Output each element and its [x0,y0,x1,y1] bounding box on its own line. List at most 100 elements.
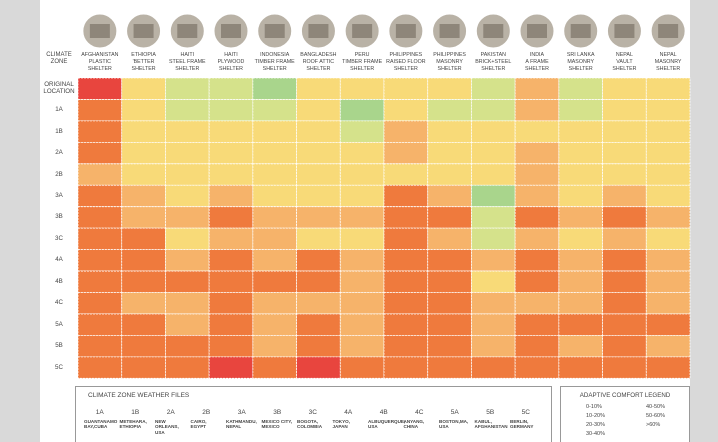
weather-city: GUANTANAMO BAY,CUBA [84,419,116,430]
heat-cell [165,357,209,378]
column-label: SHELTER [428,66,472,72]
column-label: ETHIOPIA [122,52,166,58]
weather-city: BOGOTA, COLOMBIA [297,419,329,430]
legend-label: 10-20% [586,413,626,419]
column-label: PAKISTAN [471,52,515,58]
heat-cell [297,207,341,228]
column-label: BANGLADESH [297,52,341,58]
heat-cell [428,78,472,99]
heat-cell [603,99,647,120]
weather-zone: 3C [297,409,329,416]
heat-cell [253,314,297,335]
heat-cell [384,250,428,271]
heat-cell [428,314,472,335]
heat-cell [515,250,559,271]
heat-cell [559,99,603,120]
heat-cell [646,250,690,271]
column-label: TIMBER FRAME [253,59,297,65]
heat-cell [471,271,515,292]
weather-zone: 1A [84,409,116,416]
heat-cell [515,78,559,99]
heat-cell [78,142,122,163]
heat-cell [428,271,472,292]
heat-cell [122,142,166,163]
heat-cell [515,121,559,142]
heat-cell [122,335,166,356]
heat-cell [603,228,647,249]
heat-cell [122,121,166,142]
row-label: 1B [40,128,78,135]
heat-cell [384,164,428,185]
heat-cell [297,185,341,206]
column-label: INDIA [515,52,559,58]
column-label: SHELTER [603,66,647,72]
weather-city: ALBUQUERQUE, USA [368,419,400,430]
column-label: RAISED FLOOR [384,59,428,65]
heat-cell [471,250,515,271]
column-label: MASONRY [646,59,690,65]
shelter-roof [571,24,591,38]
heat-cell [384,271,428,292]
heat-cell [78,207,122,228]
row-label: 2A [40,149,78,156]
heat-cell [384,78,428,99]
heat-cell [340,293,384,314]
weather-city: METEHARA, ETHIOPIA [120,419,152,430]
column-label: SHELTER [515,66,559,72]
heat-cell [646,142,690,163]
heat-cell [428,335,472,356]
heat-cell [253,250,297,271]
column-label: HAITI [209,52,253,58]
shelter-roof [614,24,634,38]
heat-cell [646,314,690,335]
heat-cell [122,207,166,228]
column-label: HAITI [165,52,209,58]
heat-cell [209,228,253,249]
heat-cell [340,271,384,292]
heat-cell [428,293,472,314]
heat-cell [559,207,603,228]
heat-cell [471,335,515,356]
column-label: SHELTER [209,66,253,72]
weather-city: KABUL, AFGHANISTAN [475,419,507,430]
heat-cell [253,185,297,206]
heat-cell [515,142,559,163]
heat-cell [78,228,122,249]
heat-cell [209,250,253,271]
legend-title: ADAPTIVE COMFORT LEGEND [562,392,688,399]
heat-cell [471,142,515,163]
heat-cell [646,185,690,206]
column-label: BRICK+STEEL [471,59,515,65]
heat-cell [515,228,559,249]
heat-cell [340,207,384,228]
heat-cell [340,142,384,163]
heat-cell [603,142,647,163]
row-label: 3A [40,192,78,199]
heat-cell [603,78,647,99]
heat-cell [559,78,603,99]
column-label: SHELTER [165,66,209,72]
heat-cell [297,78,341,99]
heat-cell [78,250,122,271]
heat-cell [253,99,297,120]
heat-cell [428,185,472,206]
weather-zone: 5B [475,409,507,416]
heat-cell [209,314,253,335]
shelter-roof [396,24,416,38]
weather-zone: 3A [226,409,258,416]
heat-cell [428,250,472,271]
column-label: 'BETTER [122,59,166,65]
column-label: SHELTER [646,66,690,72]
heat-cell [471,164,515,185]
heat-cell [428,99,472,120]
shelter-roof [177,24,197,38]
heat-cell [646,357,690,378]
column-label: PERU [340,52,384,58]
heat-cell [515,271,559,292]
legend-label: 30-40% [586,431,626,437]
legend-label: 50-60% [646,413,686,419]
heat-cell [384,335,428,356]
column-label: INDONESIA [253,52,297,58]
heat-cell [646,164,690,185]
heat-cell [646,99,690,120]
